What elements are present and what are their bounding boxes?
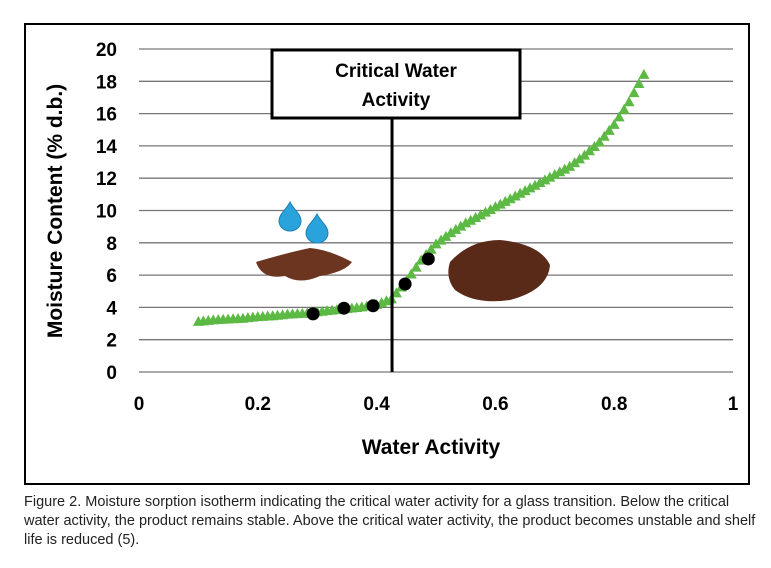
triangle-point (569, 157, 581, 168)
triangle-point (475, 209, 487, 220)
y-tick-label: 18 (96, 72, 117, 93)
x-tick-label: 1 (728, 394, 739, 415)
triangle-point (435, 234, 447, 245)
y-tick-label: 0 (106, 363, 117, 384)
coffee-powder-illustration (256, 248, 352, 281)
triangle-point (534, 177, 546, 188)
triangle-point (549, 168, 561, 179)
triangle-point (559, 163, 571, 174)
triangle-point (544, 171, 556, 182)
triangle-point (440, 230, 452, 241)
y-tick-label: 12 (96, 169, 117, 190)
y-tick-label: 20 (96, 40, 117, 61)
figure-frame (24, 23, 750, 485)
y-tick-label: 14 (96, 137, 118, 158)
x-tick-label: 0 (134, 394, 145, 415)
triangle-point (455, 220, 467, 231)
triangle-point (494, 198, 506, 209)
triangle-point (489, 201, 501, 212)
x-tick-label: 0.2 (245, 394, 271, 415)
annotation-box (270, 48, 522, 120)
triangle-point (445, 227, 457, 238)
triangle-point (499, 195, 511, 206)
water-drop-icon (305, 212, 329, 244)
y-tick-label: 10 (96, 202, 117, 223)
triangle-point (638, 68, 650, 79)
triangle-point (405, 268, 417, 279)
triangle-point (465, 214, 477, 225)
triangle-point (390, 287, 402, 298)
triangle-point (623, 96, 635, 107)
y-tick-label: 4 (106, 298, 117, 319)
triangle-point (460, 217, 472, 228)
triangle-point (539, 174, 551, 185)
circle-point (306, 307, 320, 321)
chart: 0 2 4 6 8 10 12 14 16 18 20 0 0.2 0.4 0.6 0.8 1 Critical… (44, 40, 739, 459)
triangle-point (554, 166, 566, 177)
triangle-point (603, 124, 615, 135)
triangle-point (608, 118, 620, 129)
triangle-point (430, 238, 442, 249)
triangle-point (484, 203, 496, 214)
triangle-point (598, 130, 610, 141)
triangle-point (593, 136, 605, 147)
x-tick-label: 0.6 (482, 394, 508, 415)
triangle-point (574, 153, 586, 164)
triangle-point (509, 190, 521, 201)
x-axis-label: Water Activity (362, 436, 501, 459)
triangle-point (514, 187, 526, 198)
triangle-point (633, 77, 645, 88)
triangle-point (519, 185, 531, 196)
figure-caption: Figure 2. Moisture sorption isotherm ind… (24, 494, 756, 548)
x-tick-label: 0.8 (601, 394, 627, 415)
triangle-point (628, 87, 640, 98)
triangle-point (410, 261, 422, 272)
y-tick-label: 16 (96, 105, 117, 126)
x-tick-label: 0.4 (363, 394, 390, 415)
triangle-point (564, 160, 576, 171)
triangle-point (504, 193, 516, 204)
y-tick-label: 6 (106, 266, 117, 287)
y-tick-label: 2 (106, 331, 117, 352)
triangle-point (470, 212, 482, 223)
water-drop-icon (278, 200, 302, 232)
triangle-point (618, 103, 630, 114)
triangle-point (529, 179, 541, 190)
triangle-point (480, 206, 491, 217)
triangle-point (450, 223, 462, 234)
y-tick-label: 8 (106, 234, 117, 255)
triangle-point (613, 111, 625, 122)
annotation-line-2: Activity (362, 90, 431, 111)
triangle-point (524, 182, 536, 193)
circle-point (421, 252, 435, 266)
coffee-granules-illustration (448, 240, 550, 302)
y-axis-label: Moisture Content (% d.b.) (44, 84, 67, 338)
triangle-point (425, 243, 437, 254)
circle-point (366, 299, 380, 313)
circle-point (398, 277, 412, 291)
annotation-line-1: Critical Water (335, 61, 457, 82)
circle-point (337, 301, 351, 315)
